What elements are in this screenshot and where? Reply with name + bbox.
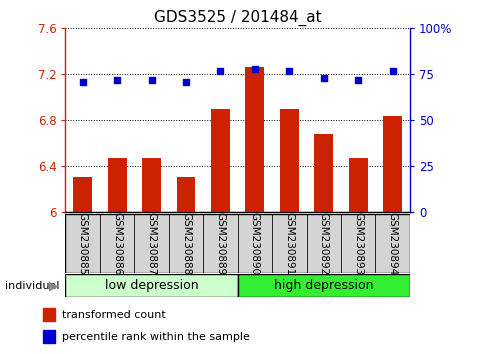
Bar bbox=[306, 214, 340, 273]
Text: GSM230890: GSM230890 bbox=[249, 212, 259, 275]
Point bbox=[182, 79, 189, 85]
Point bbox=[78, 79, 86, 85]
Text: transformed count: transformed count bbox=[62, 310, 166, 320]
Text: GSM230886: GSM230886 bbox=[112, 212, 122, 275]
Bar bbox=[134, 214, 168, 273]
Text: low depression: low depression bbox=[105, 279, 198, 292]
Bar bbox=[142, 158, 161, 212]
Text: GSM230891: GSM230891 bbox=[284, 212, 294, 275]
Bar bbox=[340, 214, 375, 273]
Bar bbox=[203, 214, 237, 273]
Text: GSM230889: GSM230889 bbox=[215, 212, 225, 275]
Text: GSM230893: GSM230893 bbox=[352, 212, 363, 275]
Point bbox=[388, 68, 395, 74]
Point bbox=[216, 68, 224, 74]
Bar bbox=[176, 177, 195, 212]
Text: GSM230887: GSM230887 bbox=[146, 212, 156, 275]
Text: GSM230885: GSM230885 bbox=[77, 212, 88, 275]
Bar bbox=[382, 116, 401, 212]
Text: percentile rank within the sample: percentile rank within the sample bbox=[62, 332, 250, 342]
Bar bbox=[100, 214, 134, 273]
Point bbox=[353, 77, 361, 83]
Bar bbox=[314, 134, 333, 212]
Text: GSM230892: GSM230892 bbox=[318, 212, 328, 275]
Text: GSM230888: GSM230888 bbox=[181, 212, 191, 275]
Bar bbox=[348, 158, 367, 212]
Point bbox=[250, 66, 258, 72]
Bar bbox=[168, 214, 203, 273]
Bar bbox=[65, 214, 100, 273]
Text: ▶: ▶ bbox=[48, 279, 58, 292]
Bar bbox=[237, 274, 409, 297]
Bar bbox=[211, 109, 229, 212]
Point bbox=[147, 77, 155, 83]
Text: GSM230894: GSM230894 bbox=[387, 212, 397, 275]
Text: high depression: high depression bbox=[273, 279, 373, 292]
Point bbox=[285, 68, 292, 74]
Bar bbox=[375, 214, 409, 273]
Bar bbox=[107, 158, 126, 212]
Title: GDS3525 / 201484_at: GDS3525 / 201484_at bbox=[153, 9, 321, 25]
Point bbox=[113, 77, 121, 83]
Bar bbox=[65, 274, 237, 297]
Point bbox=[319, 75, 327, 81]
Bar bbox=[43, 330, 55, 343]
Bar bbox=[73, 177, 92, 212]
Bar bbox=[43, 308, 55, 321]
Text: individual: individual bbox=[5, 281, 59, 291]
Bar bbox=[245, 67, 264, 212]
Bar bbox=[279, 109, 298, 212]
Bar bbox=[272, 214, 306, 273]
Bar bbox=[237, 214, 272, 273]
